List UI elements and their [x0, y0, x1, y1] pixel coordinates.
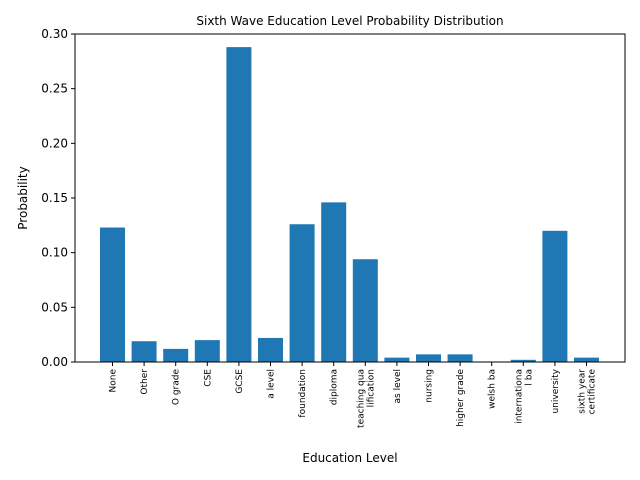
y-tick-label: 0.25 — [41, 82, 68, 96]
y-tick-label: 0.20 — [41, 136, 68, 150]
bar-11 — [447, 354, 473, 362]
chart-title: Sixth Wave Education Level Probability D… — [196, 14, 503, 28]
bar-3 — [194, 340, 220, 362]
bar-7 — [321, 202, 347, 362]
x-tick-label: welsh ba — [488, 369, 498, 409]
x-tick-label: diploma — [330, 369, 340, 405]
y-tick-label: 0.15 — [41, 191, 68, 205]
x-tick-label: foundation — [298, 369, 308, 418]
x-tick-label: GCSE — [235, 369, 245, 394]
x-axis: None Other O grade CSE GCSE a level foundation… — [109, 362, 598, 428]
x-axis-label: Education Level — [302, 451, 397, 465]
bars-group — [100, 47, 599, 363]
bar-10 — [416, 354, 441, 362]
y-tick-label: 0.30 — [41, 27, 68, 41]
x-tick-label: Other — [140, 369, 150, 395]
y-axis: 0.00 0.05 0.10 0.15 0.20 0.25 0.30 — [41, 27, 75, 369]
x-tick-label: O grade — [172, 369, 182, 406]
bar-4 — [226, 47, 252, 363]
bar-8 — [352, 259, 378, 362]
x-tick-label: higher grade — [456, 369, 466, 427]
x-tick-label: sixth yearcertificate — [578, 369, 598, 415]
x-tick-label: a level — [267, 369, 277, 399]
bar-14 — [542, 230, 568, 362]
bar-1 — [131, 341, 157, 362]
y-tick-label: 0.05 — [41, 300, 68, 314]
bar-0 — [100, 227, 125, 362]
x-tick-label: as level — [393, 369, 403, 403]
bar-13 — [510, 359, 536, 362]
x-tick-label: nursing — [425, 369, 435, 403]
x-tick-label: university — [551, 368, 561, 413]
y-tick-label: 0.10 — [41, 246, 68, 260]
bar-9 — [384, 357, 410, 362]
y-axis-label: Probability — [16, 166, 30, 229]
bar-2 — [163, 348, 189, 362]
x-tick-label: teaching qualification — [356, 369, 376, 428]
bar-6 — [289, 224, 315, 362]
x-tick-label: CSE — [203, 369, 213, 387]
x-tick-label: international ba — [514, 369, 534, 424]
x-tick-label: None — [109, 369, 119, 393]
plot-frame — [74, 33, 626, 363]
bar-15 — [574, 357, 599, 362]
bar-5 — [258, 337, 283, 362]
y-tick-label: 0.00 — [41, 355, 68, 369]
